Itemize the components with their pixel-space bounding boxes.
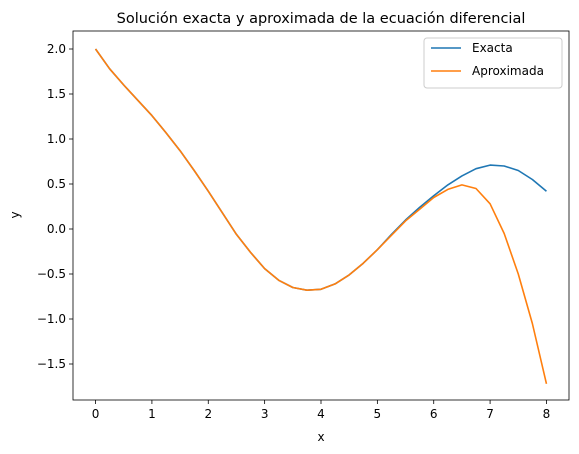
- x-tick-label: 3: [261, 407, 269, 421]
- legend-label-aproximada: Aproximada: [472, 64, 544, 78]
- legend-box: [423, 37, 563, 89]
- x-tick-label: 7: [486, 407, 494, 421]
- y-axis-label: y: [8, 211, 22, 218]
- x-tick-label: 5: [374, 407, 382, 421]
- legend: Exacta Aproximada: [423, 37, 563, 89]
- legend-label-exacta: Exacta: [472, 41, 513, 55]
- y-tick-label: −1.0: [37, 312, 66, 326]
- y-axis: −1.5 −1.0 −0.5 0.0 0.5 1.0 1.5 2.0: [37, 42, 73, 371]
- plot-lines: [94, 48, 548, 384]
- series-line-aproximada: [94, 48, 548, 384]
- chart-title: Solución exacta y aproximada de la ecuac…: [117, 11, 526, 27]
- y-tick-label: 1.0: [47, 132, 66, 146]
- y-tick-label: −1.5: [37, 357, 66, 371]
- x-tick-label: 4: [317, 407, 325, 421]
- x-tick-label: 0: [92, 407, 100, 421]
- x-axis: 0 1 2 3 4 5 6 7 8: [92, 400, 551, 421]
- x-tick-label: 6: [430, 407, 438, 421]
- y-tick-label: 2.0: [47, 42, 66, 56]
- x-tick-label: 1: [148, 407, 156, 421]
- y-tick-label: 0.0: [47, 222, 66, 236]
- x-tick-label: 8: [543, 407, 551, 421]
- y-tick-label: 0.5: [47, 177, 66, 191]
- y-tick-label: −0.5: [37, 267, 66, 281]
- x-axis-label: x: [317, 430, 324, 444]
- y-tick-label: 1.5: [47, 87, 66, 101]
- x-tick-label: 2: [204, 407, 212, 421]
